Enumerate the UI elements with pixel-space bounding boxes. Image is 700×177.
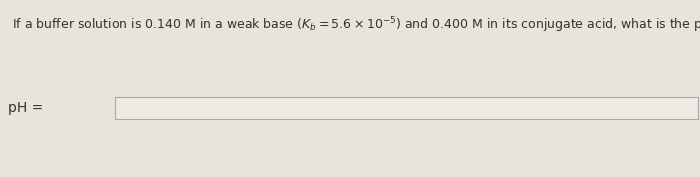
Text: pH =: pH = [8,101,43,115]
Bar [115,97,698,119]
Text: If a buffer solution is 0.140 M in a weak base ($K_b = 5.6 \times 10^{-5}$) and : If a buffer solution is 0.140 M in a wea… [12,15,700,35]
